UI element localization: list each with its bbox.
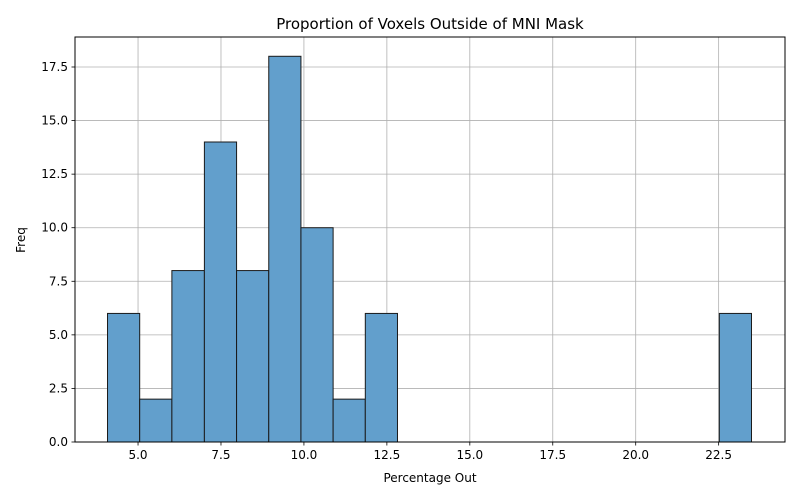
x-tick-label: 7.5 bbox=[211, 448, 230, 462]
x-tick-label: 22.5 bbox=[705, 448, 732, 462]
y-tick-label: 5.0 bbox=[49, 328, 68, 342]
x-tick-label: 15.0 bbox=[456, 448, 483, 462]
x-tick-label: 5.0 bbox=[128, 448, 147, 462]
histogram-bars bbox=[107, 55, 752, 443]
plot-frame bbox=[74, 36, 786, 443]
chart-title: Proportion of Voxels Outside of MNI Mask bbox=[276, 15, 584, 33]
histogram-bar bbox=[268, 55, 302, 443]
histogram-bar bbox=[332, 398, 366, 443]
y-axis-title: Freq bbox=[14, 227, 28, 253]
y-tick-label: 0.0 bbox=[49, 435, 68, 449]
histogram-bar bbox=[139, 398, 173, 443]
y-tick-label: 17.5 bbox=[41, 60, 68, 74]
y-tick-label: 10.0 bbox=[41, 221, 68, 235]
histogram-bar bbox=[364, 312, 398, 443]
x-tick-label: 12.5 bbox=[374, 448, 401, 462]
x-axis-title: Percentage Out bbox=[383, 471, 476, 485]
histogram-bar bbox=[203, 141, 238, 443]
x-tick-label: 20.0 bbox=[622, 448, 649, 462]
histogram-bar bbox=[300, 227, 334, 443]
y-tick-label: 7.5 bbox=[49, 274, 68, 288]
x-tick-label: 10.0 bbox=[291, 448, 318, 462]
histogram-bar bbox=[107, 312, 141, 443]
y-tick-label: 2.5 bbox=[49, 381, 68, 395]
y-axis-ticks: 0.0 2.5 5.0 7.5 10.0 12.5 15.0 17.5 bbox=[41, 60, 75, 449]
y-tick-label: 12.5 bbox=[41, 167, 68, 181]
y-tick-label: 15.0 bbox=[41, 114, 68, 128]
histogram-bar bbox=[718, 312, 752, 443]
histogram-bar bbox=[236, 270, 270, 443]
x-axis-ticks: 5.0 7.5 10.0 12.5 15.0 17.5 20.0 22.5 bbox=[128, 442, 732, 462]
x-tick-label: 17.5 bbox=[539, 448, 566, 462]
histogram-bar bbox=[171, 270, 205, 443]
